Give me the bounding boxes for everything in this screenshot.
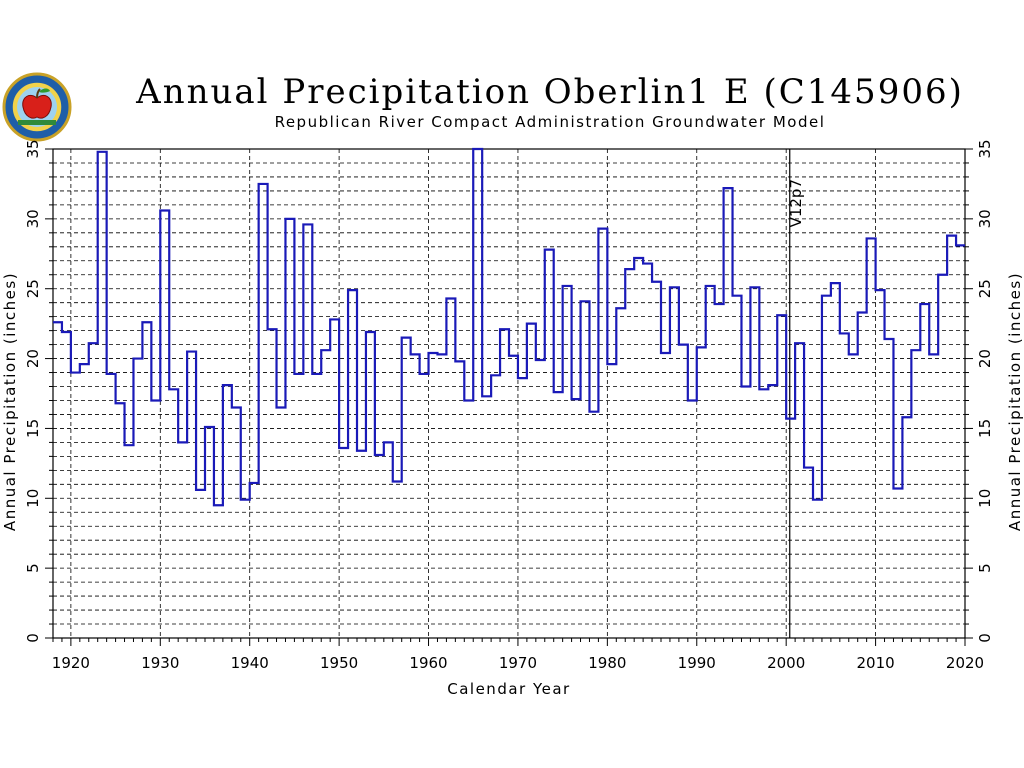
y2-tick-label: 25 [976, 279, 994, 298]
y2-axis-label: Annual Precipitation (inches) [1006, 272, 1024, 531]
chart-subtitle: Republican River Compact Administration … [274, 113, 826, 131]
x-tick-label: 2010 [856, 654, 894, 672]
x-tick-label: 2020 [946, 654, 984, 672]
version-marker-label: V12p7 [787, 179, 805, 227]
y2-tick-label: 5 [976, 563, 994, 573]
precipitation-series-line [53, 147, 965, 507]
y-axis-left-ticks: 0 5 10 15 20 25 30 35 [24, 139, 42, 642]
y-tick-label: 0 [24, 633, 42, 643]
chart-title: Annual Precipitation Oberlin1 E (C145906… [136, 72, 964, 112]
y-axis-right-ticks: 0 5 10 15 20 25 30 35 [976, 139, 994, 642]
y-axis-label: Annual Precipitation (inches) [1, 272, 19, 531]
y2-tick-label: 35 [976, 139, 994, 158]
y-tick-label: 20 [24, 349, 42, 368]
x-tick-label: 1930 [141, 654, 179, 672]
x-tick-label: 2000 [767, 654, 805, 672]
x-axis-label: Calendar Year [447, 680, 570, 698]
y2-tick-label: 30 [976, 209, 994, 228]
apple-seal-logo [2, 72, 72, 142]
horizontal-gridlines [53, 162, 965, 625]
minor-ticks [45, 148, 973, 646]
y-tick-label: 25 [24, 279, 42, 298]
x-tick-label: 1960 [409, 654, 447, 672]
y-tick-label: 15 [24, 419, 42, 438]
x-tick-label: 1990 [678, 654, 716, 672]
y2-tick-label: 20 [976, 349, 994, 368]
vertical-gridlines [70, 149, 876, 638]
x-tick-label: 1940 [231, 654, 269, 672]
x-tick-label: 1970 [499, 654, 537, 672]
x-axis-ticks: 1920 1930 1940 1950 1960 1970 1980 1990 2000 2010… [52, 654, 984, 672]
precipitation-steps [53, 149, 965, 505]
plot-frame [52, 148, 966, 639]
y-tick-label: 5 [24, 563, 42, 573]
y2-tick-label: 10 [976, 489, 994, 508]
y2-tick-label: 0 [976, 633, 994, 643]
y-tick-label: 30 [24, 209, 42, 228]
x-tick-label: 1980 [588, 654, 626, 672]
y2-tick-label: 15 [976, 419, 994, 438]
y-tick-label: 10 [24, 489, 42, 508]
x-tick-label: 1920 [52, 654, 90, 672]
x-tick-label: 1950 [320, 654, 358, 672]
y-tick-label: 35 [24, 139, 42, 158]
